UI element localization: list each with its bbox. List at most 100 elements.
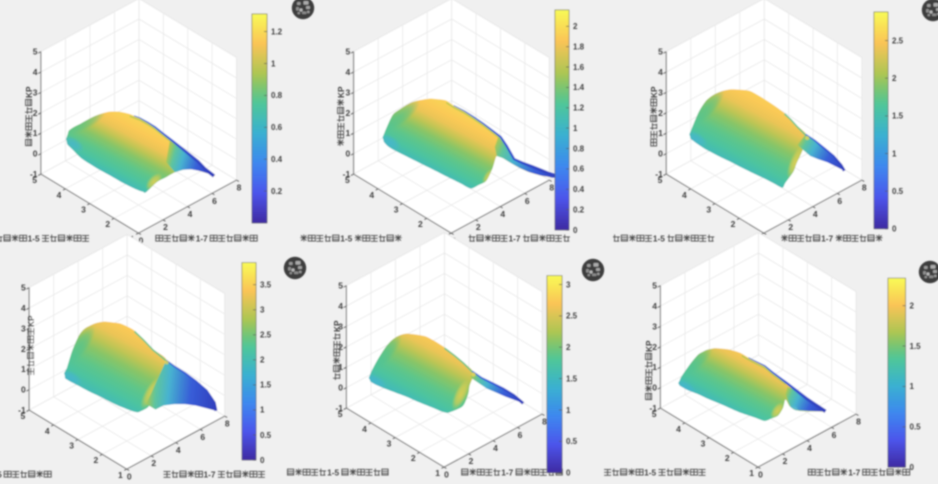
svg-text:0.8: 0.8	[271, 91, 283, 100]
svg-text:5: 5	[658, 175, 663, 185]
svg-text:1-5: 1-5	[28, 234, 40, 244]
svg-text:4: 4	[658, 67, 663, 77]
svg-text:0.6: 0.6	[271, 123, 283, 132]
svg-text:5: 5	[658, 47, 663, 57]
svg-text:8: 8	[542, 417, 547, 427]
svg-text:KP: KP	[24, 86, 34, 98]
svg-text:3.5: 3.5	[260, 281, 272, 290]
svg-text:5: 5	[345, 47, 350, 57]
svg-text:1-5: 1-5	[340, 234, 352, 244]
svg-text:4: 4	[682, 190, 687, 200]
svg-text:4: 4	[345, 67, 350, 77]
svg-text:0.2: 0.2	[573, 205, 585, 214]
svg-text:0.5: 0.5	[260, 431, 272, 440]
svg-text:2: 2	[652, 342, 657, 352]
svg-text:6: 6	[837, 196, 842, 206]
svg-text:2.5: 2.5	[566, 312, 578, 321]
svg-text:1: 1	[271, 59, 276, 68]
svg-text:2: 2	[338, 342, 343, 352]
svg-text:4: 4	[188, 209, 193, 219]
svg-text:1.4: 1.4	[573, 83, 585, 92]
svg-text:2: 2	[783, 456, 788, 466]
svg-text:0.5: 0.5	[566, 437, 578, 446]
svg-text:-1: -1	[335, 403, 343, 413]
svg-text:2.5: 2.5	[260, 331, 272, 340]
svg-text:4: 4	[500, 209, 505, 219]
svg-text:-1: -1	[30, 169, 38, 179]
svg-text:1: 1	[345, 128, 350, 138]
svg-text:2: 2	[21, 344, 26, 354]
svg-text:1-5: 1-5	[653, 234, 665, 244]
svg-text:5: 5	[33, 47, 38, 57]
svg-text:1: 1	[21, 364, 26, 374]
svg-text:4: 4	[652, 301, 657, 311]
svg-text:1: 1	[118, 470, 123, 480]
svg-text:1: 1	[910, 382, 915, 391]
svg-text:2: 2	[418, 219, 423, 229]
svg-text:0: 0	[127, 472, 132, 482]
svg-text:0.4: 0.4	[271, 155, 283, 164]
svg-text:1: 1	[892, 149, 897, 158]
svg-text:1: 1	[573, 124, 578, 133]
svg-text:1-5: 1-5	[327, 468, 339, 478]
svg-text:1.8: 1.8	[573, 43, 585, 52]
svg-text:2: 2	[725, 453, 730, 463]
svg-text:4: 4	[33, 67, 38, 77]
svg-text:1: 1	[652, 362, 657, 372]
svg-text:2: 2	[151, 458, 156, 468]
svg-text:3: 3	[566, 280, 571, 289]
svg-text:4: 4	[807, 443, 812, 453]
svg-text:1: 1	[566, 406, 571, 415]
svg-text:0.5: 0.5	[910, 423, 922, 432]
svg-text:5: 5	[21, 283, 26, 293]
svg-text:2: 2	[566, 343, 571, 352]
svg-text:2: 2	[469, 456, 474, 466]
svg-text:0: 0	[338, 383, 343, 393]
svg-text:1.6: 1.6	[573, 63, 585, 72]
svg-text:3: 3	[338, 321, 343, 331]
svg-text:4: 4	[45, 426, 50, 436]
svg-text:1-7: 1-7	[204, 470, 216, 480]
svg-text:0: 0	[139, 236, 144, 246]
svg-text:2.5: 2.5	[892, 36, 904, 45]
svg-text:2: 2	[892, 74, 897, 83]
svg-text:2: 2	[731, 219, 736, 229]
svg-text:4: 4	[338, 301, 343, 311]
svg-text:5: 5	[652, 409, 657, 419]
svg-text:3: 3	[701, 439, 706, 449]
svg-text:1: 1	[658, 128, 663, 138]
svg-text:4: 4	[176, 445, 181, 455]
svg-text:0: 0	[892, 225, 897, 234]
svg-text:1-7: 1-7	[196, 234, 208, 244]
svg-text:1: 1	[749, 468, 754, 478]
svg-text:0.4: 0.4	[573, 185, 585, 194]
svg-text:1.2: 1.2	[573, 104, 585, 113]
svg-text:3: 3	[81, 205, 86, 215]
svg-text:1: 1	[33, 128, 38, 138]
svg-text:KP: KP	[332, 320, 342, 332]
svg-text:2: 2	[33, 108, 38, 118]
svg-text:0: 0	[345, 149, 350, 159]
svg-text:2: 2	[345, 108, 350, 118]
svg-text:-1: -1	[649, 403, 657, 413]
svg-text:4: 4	[21, 303, 26, 313]
svg-text:5: 5	[20, 411, 25, 421]
svg-text:0: 0	[260, 456, 265, 465]
svg-text:5: 5	[32, 175, 37, 185]
svg-text:3: 3	[345, 87, 350, 97]
svg-text:2: 2	[94, 455, 99, 465]
svg-text:1-7: 1-7	[821, 234, 833, 244]
svg-text:0: 0	[573, 226, 578, 235]
svg-text:2: 2	[105, 219, 110, 229]
svg-text:1.5: 1.5	[910, 342, 922, 351]
svg-text:3: 3	[387, 439, 392, 449]
svg-text:1.5: 1.5	[566, 374, 578, 383]
svg-text:6: 6	[525, 196, 530, 206]
svg-text:0: 0	[652, 383, 657, 393]
svg-text:3: 3	[652, 321, 657, 331]
svg-text:0: 0	[758, 470, 763, 480]
svg-text:1-5: 1-5	[644, 468, 656, 478]
svg-text:6: 6	[200, 432, 205, 442]
svg-text:0: 0	[21, 385, 26, 395]
svg-text:3: 3	[33, 87, 38, 97]
